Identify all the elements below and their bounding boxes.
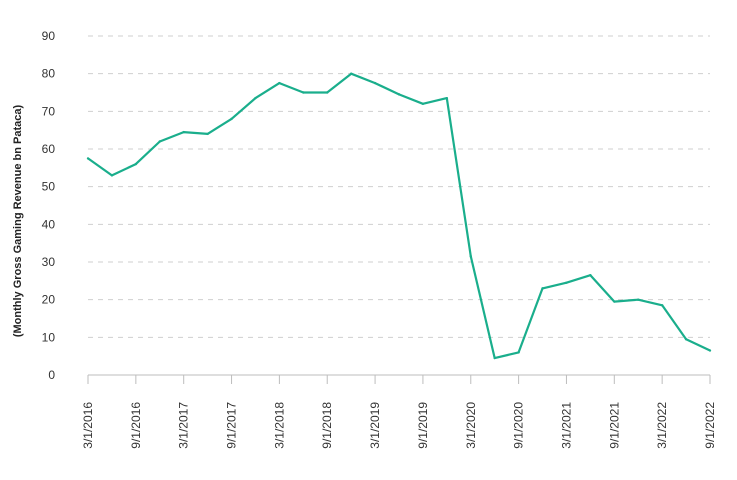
data-point bbox=[541, 287, 544, 290]
data-point bbox=[230, 117, 233, 121]
y-tick-label: 10 bbox=[42, 330, 56, 344]
data-point bbox=[469, 255, 472, 258]
data-point bbox=[613, 300, 616, 303]
data-point bbox=[302, 91, 305, 94]
series-line-revenue bbox=[87, 72, 711, 360]
y-tick-label: 90 bbox=[42, 29, 56, 43]
data-point bbox=[397, 93, 401, 96]
data-point bbox=[158, 140, 161, 143]
x-tick-label: 3/1/2020 bbox=[464, 402, 478, 449]
x-tick-label: 3/1/2018 bbox=[272, 402, 286, 449]
data-point bbox=[134, 162, 138, 166]
x-tick-label: 9/1/2016 bbox=[129, 402, 143, 449]
data-point bbox=[660, 304, 664, 307]
data-point bbox=[373, 81, 377, 85]
data-point bbox=[589, 273, 592, 277]
y-tick-label: 70 bbox=[42, 104, 56, 118]
y-axis-tick-labels: 0 10 20 30 40 50 60 70 80 90 bbox=[42, 29, 56, 382]
y-tick-label: 20 bbox=[42, 293, 56, 307]
y-tick-label: 30 bbox=[42, 255, 56, 269]
x-axis-ticks: 3/1/2016 9/1/2016 3/1/2017 9/1/2017 3/1/2018… bbox=[81, 375, 717, 449]
x-tick-label: 9/1/2022 bbox=[703, 402, 717, 449]
data-point bbox=[254, 96, 257, 100]
data-point bbox=[110, 174, 114, 177]
data-point bbox=[708, 349, 712, 352]
data-point bbox=[326, 91, 329, 94]
y-tick-label: 50 bbox=[42, 180, 56, 194]
data-point bbox=[445, 96, 449, 100]
y-tick-label: 60 bbox=[42, 142, 56, 156]
x-tick-label: 9/1/2021 bbox=[607, 402, 621, 449]
data-point bbox=[517, 351, 520, 354]
x-tick-label: 9/1/2018 bbox=[320, 402, 334, 449]
data-point bbox=[86, 157, 90, 160]
data-point bbox=[565, 281, 568, 284]
data-point bbox=[206, 132, 209, 136]
data-point bbox=[637, 298, 640, 301]
data-point bbox=[182, 130, 185, 134]
y-tick-label: 0 bbox=[48, 368, 55, 382]
data-points bbox=[86, 72, 712, 360]
y-axis-title: (Monthly Gross Gaming Revenue bn Pataca) bbox=[12, 105, 24, 338]
data-point bbox=[493, 356, 496, 360]
x-tick-label: 3/1/2017 bbox=[177, 402, 191, 449]
y-tick-label: 80 bbox=[42, 67, 56, 81]
x-tick-label: 3/1/2021 bbox=[559, 402, 573, 449]
x-tick-label: 9/1/2019 bbox=[416, 402, 430, 449]
data-point bbox=[349, 72, 353, 75]
gridlines bbox=[88, 35, 710, 338]
data-point bbox=[684, 338, 688, 341]
x-tick-label: 3/1/2022 bbox=[655, 402, 669, 449]
data-point bbox=[421, 102, 425, 106]
data-point bbox=[278, 81, 281, 85]
x-tick-label: 9/1/2020 bbox=[512, 402, 526, 449]
x-tick-label: 9/1/2017 bbox=[225, 402, 239, 449]
y-tick-label: 40 bbox=[42, 217, 56, 231]
x-tick-label: 3/1/2016 bbox=[81, 402, 95, 449]
x-tick-label: 3/1/2019 bbox=[368, 402, 382, 449]
